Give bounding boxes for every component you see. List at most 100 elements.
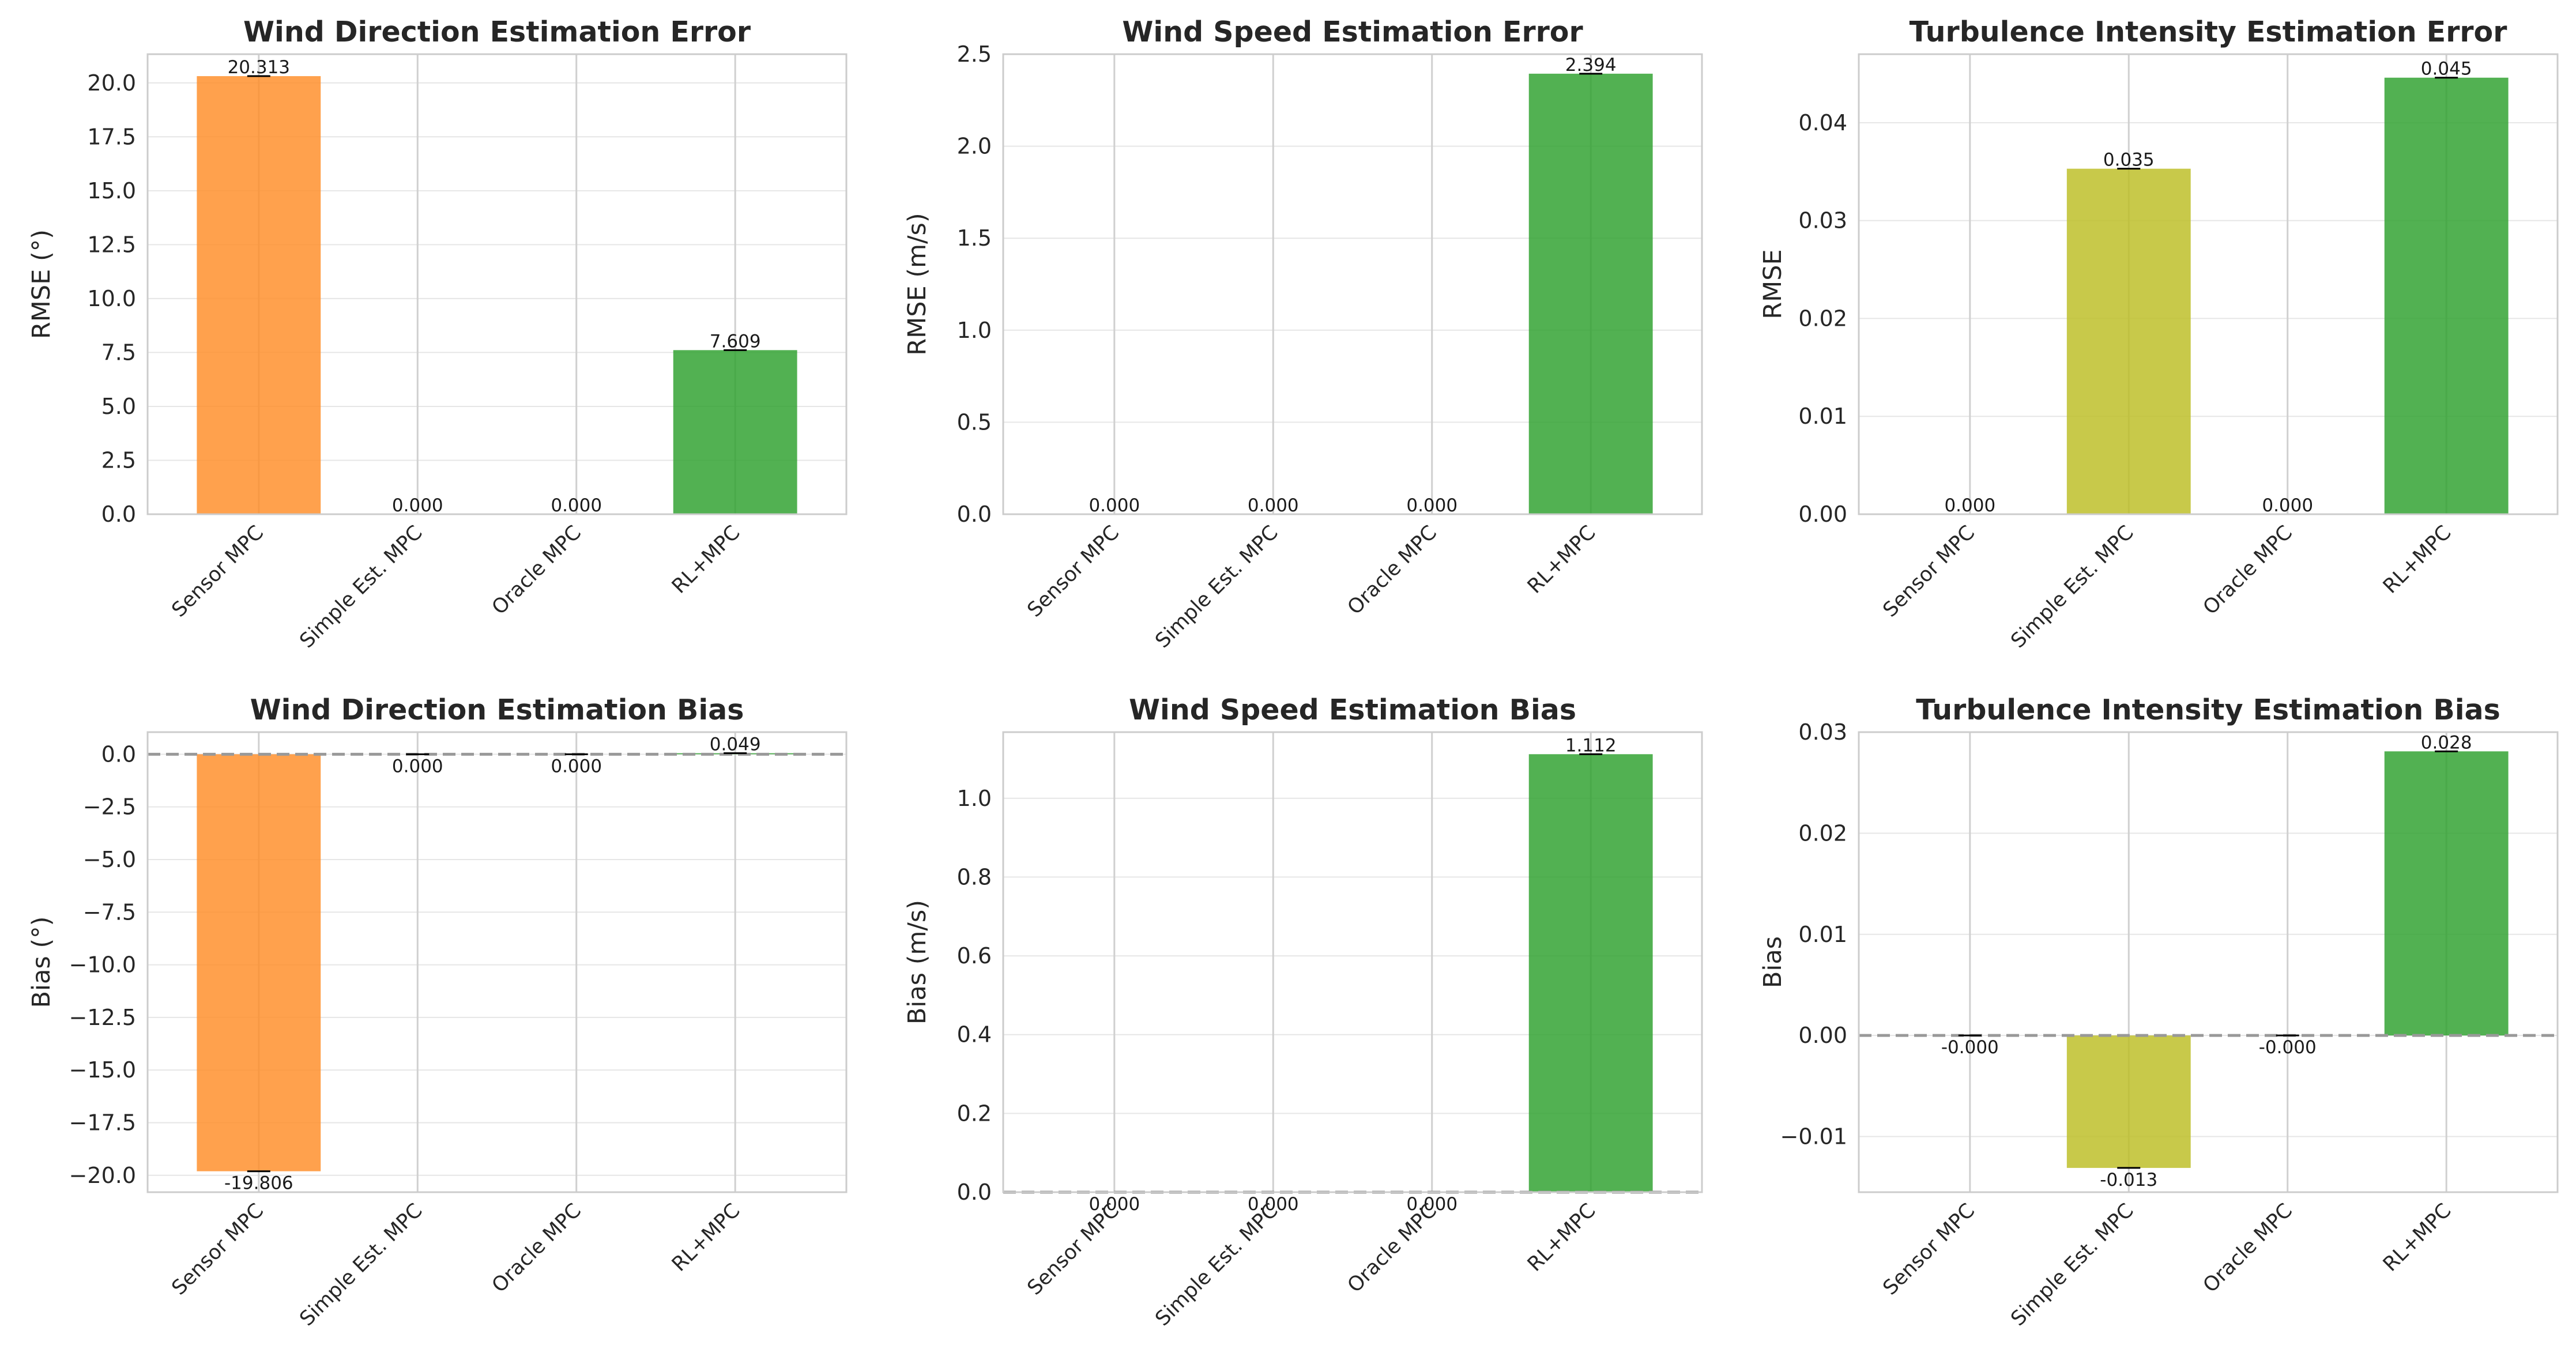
y-tick-label: −0.01 (1780, 1124, 1847, 1150)
value-label: -0.000 (1941, 1037, 1999, 1058)
panel-title: Wind Direction Estimation Error (243, 16, 751, 48)
panel-3: 0.000 0.035 0.000 0.045 0.00 0.01 0.02 0.03 0.04… (1758, 16, 2559, 653)
y-tick-label: −7.5 (83, 899, 136, 925)
bars (2066, 77, 2509, 515)
x-tick-label: Sensor MPC (1023, 1199, 1124, 1300)
value-label: -0.013 (2100, 1170, 2157, 1190)
x-tick-label: Oracle MPC (1343, 1199, 1441, 1297)
bar-1 (197, 754, 321, 1171)
value-label: 0.000 (1406, 1194, 1458, 1215)
x-tick-label: RL+MPC (1523, 1199, 1600, 1276)
panel-5: 0.000 0.000 0.000 1.112 0.0 0.2 0.4 0.6 0.8 1.0 Se… (903, 694, 1703, 1331)
x-tick-label: Simple Est. MPC (295, 521, 427, 653)
value-label: 7.609 (710, 331, 761, 352)
x-tick-label: Sensor MPC (1879, 1199, 1980, 1300)
bar-4 (673, 350, 797, 514)
y-tick-label: 1.0 (957, 318, 992, 343)
y-tick-label: 1.0 (957, 786, 992, 811)
value-label: 2.394 (1565, 55, 1617, 76)
bar-2 (2066, 168, 2191, 514)
y-tick-label: 12.5 (87, 232, 136, 257)
value-label: 0.000 (392, 495, 443, 516)
value-label: 0.000 (1406, 495, 1458, 516)
y-tick-label: 2.5 (957, 42, 992, 67)
value-label: 20.313 (228, 57, 290, 78)
y-tick-label: 2.5 (101, 447, 136, 473)
value-label: 0.000 (1089, 1194, 1140, 1215)
panel-6: -0.000 -0.013 -0.000 0.028 −0.01 0.00 0.01 0.02… (1758, 694, 2559, 1331)
axes-frame (1858, 53, 2559, 515)
y-tick-label: 20.0 (87, 70, 136, 96)
x-tick-label: Oracle MPC (488, 1199, 586, 1297)
bars (2066, 751, 2509, 1168)
bars (1528, 754, 1653, 1192)
y-tick-label: 0.8 (957, 864, 992, 890)
x-tick-label: Simple Est. MPC (1151, 521, 1282, 653)
y-tick-label: 0.02 (1798, 820, 1847, 846)
y-tick-label: −10.0 (69, 952, 136, 978)
y-axis-label: RMSE (°) (27, 229, 56, 339)
y-tick-label: 0.00 (1798, 502, 1847, 527)
x-tick-label: Simple Est. MPC (1151, 1199, 1282, 1331)
value-label: 0.000 (1944, 495, 1995, 516)
value-label: 0.000 (1248, 1194, 1299, 1215)
axes-frame (146, 53, 848, 515)
value-label: 0.000 (2262, 495, 2313, 516)
panel-title: Turbulence Intensity Estimation Error (1910, 16, 2508, 48)
bars (197, 753, 797, 1171)
y-tick-label: 0.5 (957, 409, 992, 435)
bar-1 (197, 76, 321, 514)
axes-frame (1002, 731, 1703, 1193)
y-tick-label: 0.03 (1798, 208, 1847, 233)
value-label: 0.000 (1089, 495, 1140, 516)
y-tick-label: −20.0 (69, 1163, 136, 1188)
y-tick-label: 0.03 (1798, 719, 1847, 745)
value-label: -19.806 (224, 1173, 293, 1194)
y-axis-label: Bias (°) (27, 917, 56, 1008)
x-tick-label: RL+MPC (1523, 521, 1600, 598)
value-label: -0.000 (2259, 1037, 2317, 1058)
x-tick-label: RL+MPC (668, 1199, 745, 1276)
panel-title: Wind Speed Estimation Bias (1129, 694, 1576, 726)
y-tick-label: −17.5 (69, 1110, 136, 1135)
y-tick-label: 0.2 (957, 1101, 992, 1126)
bar-4 (1528, 73, 1653, 514)
y-tick-label: 0.02 (1798, 306, 1847, 331)
y-tick-label: 0.01 (1798, 922, 1847, 947)
bar-4 (2384, 751, 2509, 1036)
bars (1528, 73, 1653, 514)
panel-title: Turbulence Intensity Estimation Bias (1916, 694, 2500, 726)
value-label: 0.000 (551, 495, 602, 516)
y-tick-label: 0.04 (1798, 110, 1847, 135)
axes-frame (1858, 731, 2559, 1193)
value-label: 0.028 (2421, 732, 2472, 753)
y-tick-label: 0.6 (957, 943, 992, 968)
x-tick-label: Simple Est. MPC (2006, 1199, 2138, 1331)
y-tick-label: −2.5 (83, 794, 136, 820)
y-tick-label: 0.4 (957, 1022, 992, 1047)
y-tick-label: 1.5 (957, 225, 992, 251)
y-tick-label: 0.00 (1798, 1023, 1847, 1048)
value-label: 0.049 (710, 734, 761, 755)
bar-4 (1528, 754, 1653, 1192)
bar-4 (2384, 77, 2509, 515)
panel-1: 20.313 0.000 0.000 7.609 0.0 2.5 5.0 7.5 10.0 12.… (27, 16, 848, 653)
panel-2: 0.000 0.000 0.000 2.394 0.0 0.5 1.0 1.5 2.0 2.5 Se… (903, 16, 1703, 653)
y-tick-label: 0.0 (101, 502, 136, 527)
y-tick-label: −15.0 (69, 1057, 136, 1083)
axes-frame (1002, 53, 1703, 515)
x-tick-label: Oracle MPC (2199, 521, 2297, 619)
bar-2 (2066, 1035, 2191, 1168)
x-tick-label: Simple Est. MPC (295, 1199, 427, 1331)
y-axis-label: RMSE (m/s) (903, 213, 932, 355)
x-tick-label: Simple Est. MPC (2006, 521, 2138, 653)
x-tick-label: Sensor MPC (1023, 521, 1124, 622)
y-tick-label: −12.5 (69, 1005, 136, 1030)
y-tick-label: 0.0 (957, 502, 992, 527)
y-tick-label: 10.0 (87, 286, 136, 311)
y-tick-label: 0.0 (957, 1179, 992, 1205)
value-label: 0.000 (551, 756, 602, 777)
x-tick-label: Sensor MPC (168, 521, 269, 622)
value-label: 0.035 (2103, 150, 2155, 171)
